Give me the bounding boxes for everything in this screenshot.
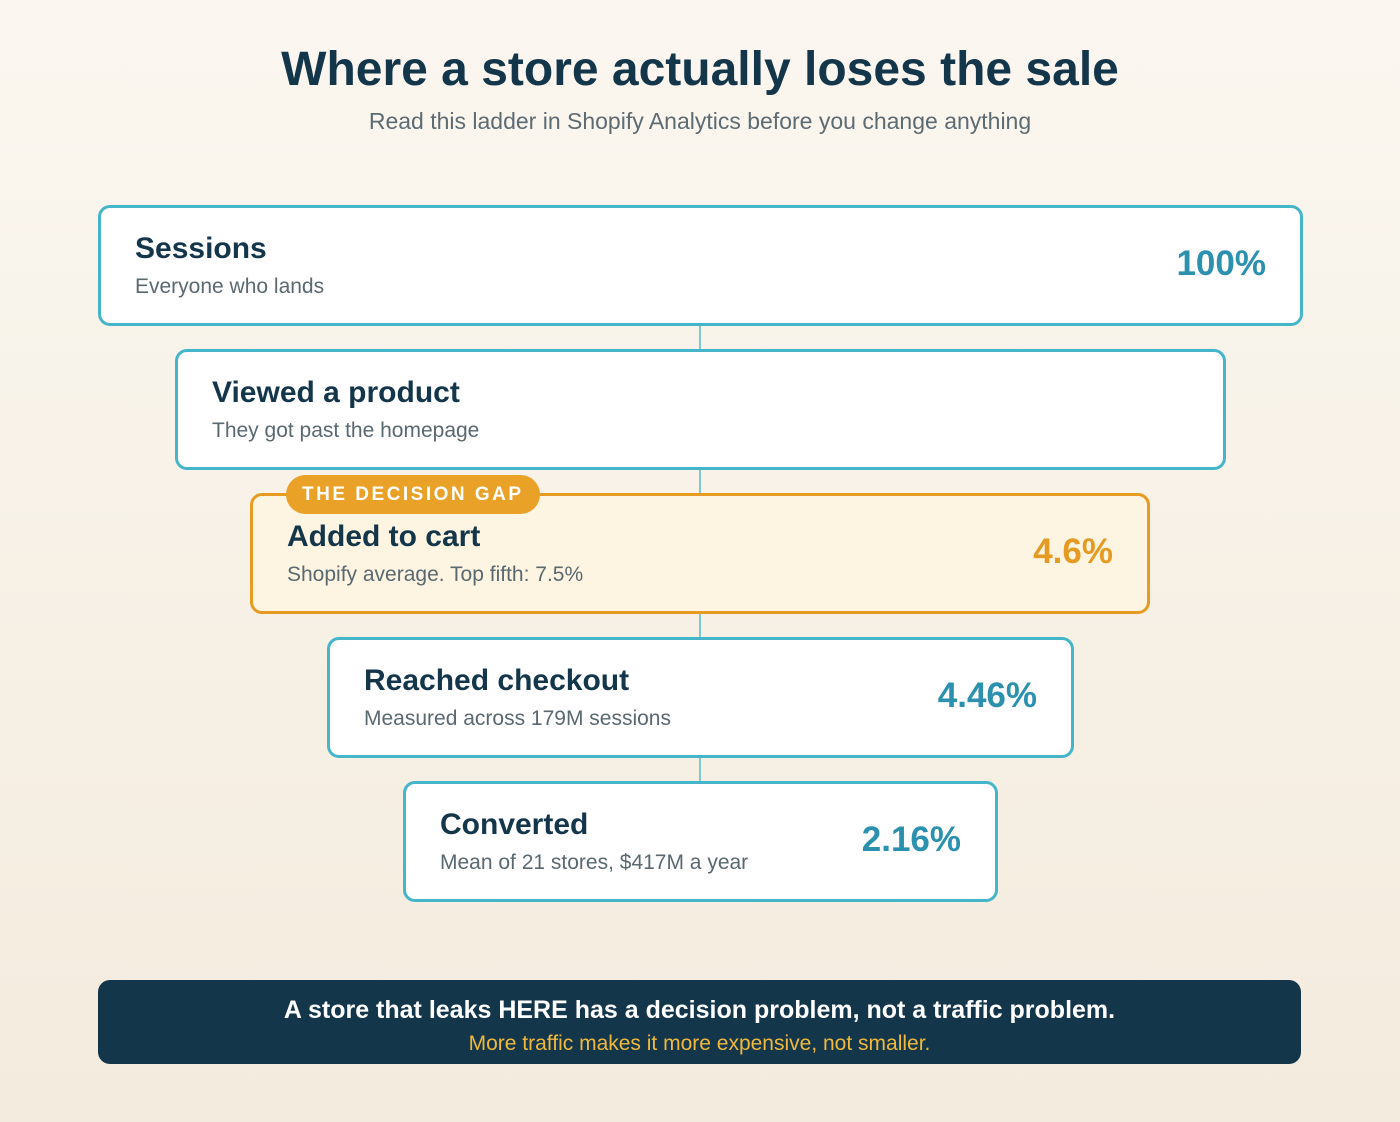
step-label: Sessions	[135, 232, 267, 265]
step-description: Shopify average. Top fifth: 7.5%	[287, 563, 584, 586]
callout-banner: A store that leaks HERE has a decision p…	[98, 980, 1301, 1064]
step-description: Measured across 179M sessions	[364, 707, 671, 730]
step-description: Everyone who lands	[135, 275, 325, 298]
step-description: Mean of 21 stores, $417M a year	[440, 851, 749, 874]
funnel-step-reached-checkout: Reached checkout Measured across 179M se…	[327, 637, 1074, 758]
step-value: 4.6%	[1033, 532, 1113, 571]
connector-line	[699, 469, 701, 494]
step-label: Converted	[440, 808, 589, 841]
funnel-step-converted: Converted Mean of 21 stores, $417M a yea…	[403, 781, 998, 902]
connector-line	[699, 613, 701, 638]
step-label: Added to cart	[287, 520, 481, 553]
decision-gap-badge: THE DECISION GAP	[286, 475, 540, 514]
funnel-step-sessions: Sessions Everyone who lands 100%	[98, 205, 1303, 326]
step-description: They got past the homepage	[212, 419, 480, 442]
step-label: Reached checkout	[364, 664, 630, 697]
page-title: Where a store actually loses the sale	[281, 43, 1119, 96]
funnel-step-viewed-product: Viewed a product They got past the homep…	[175, 349, 1226, 470]
callout-subline: More traffic makes it more expensive, no…	[468, 1032, 931, 1055]
step-value: 100%	[1176, 244, 1266, 283]
connector-line	[699, 325, 701, 350]
callout-headline: A store that leaks HERE has a decision p…	[283, 996, 1116, 1024]
step-label: Viewed a product	[212, 376, 460, 409]
step-value: 2.16%	[861, 820, 961, 859]
step-value: 4.46%	[937, 676, 1037, 715]
page-subtitle: Read this ladder in Shopify Analytics be…	[368, 108, 1032, 134]
connector-line	[699, 757, 701, 782]
